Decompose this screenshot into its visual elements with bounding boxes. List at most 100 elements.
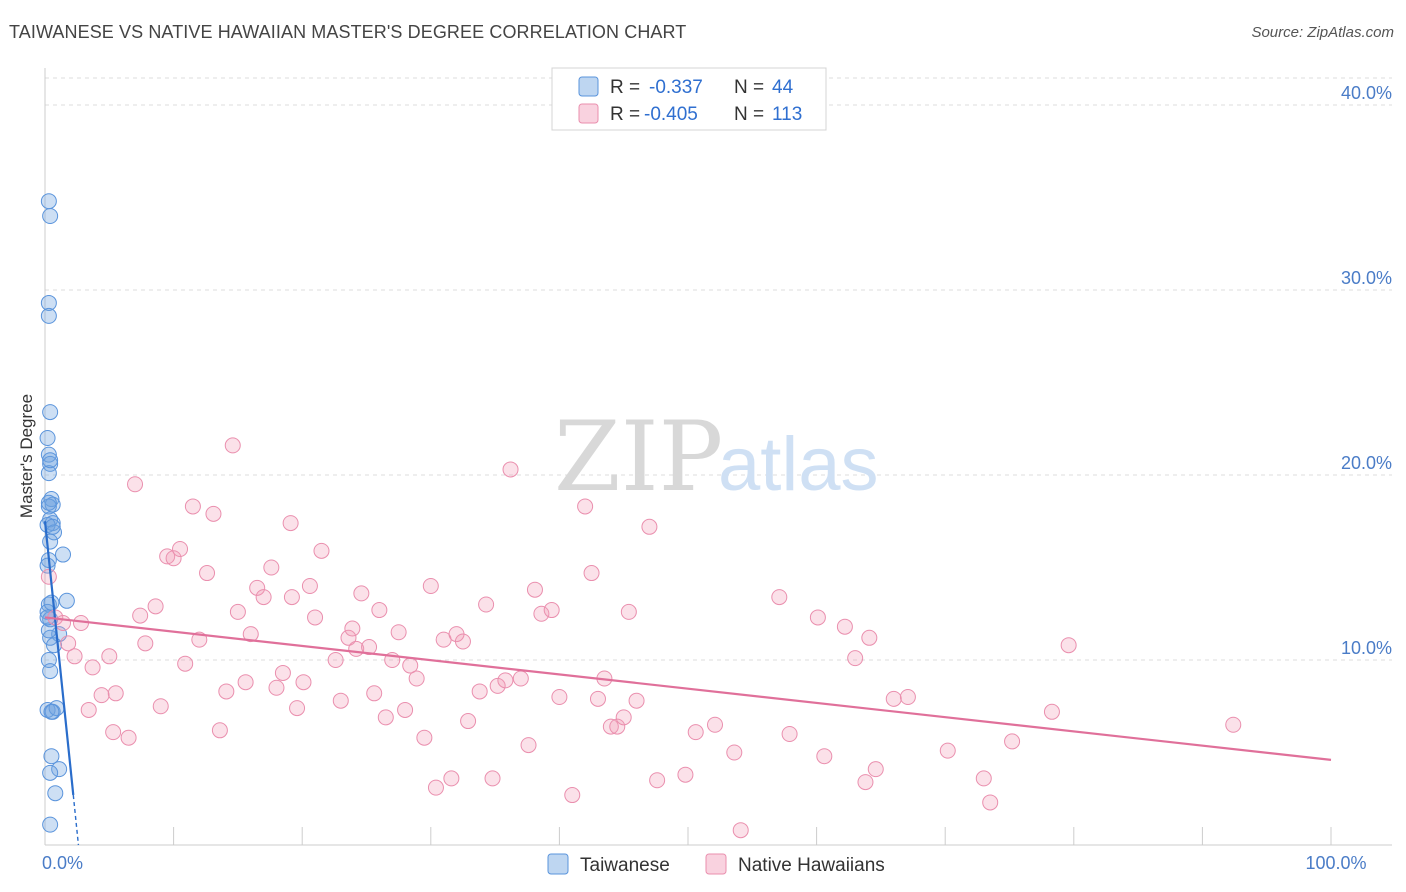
taiwanese-point-42 xyxy=(40,494,57,511)
native-hawaiian-point-81 xyxy=(583,565,600,582)
native-hawaiian-point-56 xyxy=(397,701,414,718)
native-hawaiian-point-52 xyxy=(371,602,388,619)
native-hawaiian-point-34 xyxy=(263,559,280,576)
taiwanese-point-35 xyxy=(47,785,64,802)
native-hawaiian-point-11 xyxy=(105,724,122,741)
y-tick-label-0: 10.0% xyxy=(1341,638,1392,658)
taiwanese-point-37 xyxy=(43,703,60,720)
legend-swatch-taiwanese xyxy=(578,76,599,97)
taiwanese-point-16 xyxy=(42,533,59,550)
taiwanese-point-32 xyxy=(43,748,60,765)
native-hawaiian-point-91 xyxy=(677,766,694,783)
taiwanese-point-1 xyxy=(42,208,59,224)
native-hawaiian-point-106 xyxy=(899,689,916,705)
taiwanese-point-20 xyxy=(58,592,75,609)
taiwanese-point-4 xyxy=(42,404,59,421)
native-hawaiian-point-61 xyxy=(427,779,444,796)
native-hawaiian-point-27 xyxy=(218,683,235,700)
native-hawaiian-point-36 xyxy=(274,664,291,681)
taiwanese-point-17 xyxy=(55,546,72,563)
legend-n-value-taiwanese: 44 xyxy=(772,77,794,98)
native-hawaiian-point-67 xyxy=(471,683,488,700)
native-hawaiian-point-74 xyxy=(520,737,537,754)
taiwanese-point-3 xyxy=(40,307,57,324)
native-hawaiian-point-108 xyxy=(975,770,992,787)
native-hawaiian-point-78 xyxy=(551,689,568,705)
native-hawaiian-point-38 xyxy=(283,589,300,606)
taiwanese-trend-extension xyxy=(72,794,80,846)
source-credit: Source: ZipAtlas.com xyxy=(1251,24,1394,41)
native-hawaiian-point-40 xyxy=(295,674,312,691)
y-tick-label-3: 40.0% xyxy=(1341,83,1392,103)
legend-swatch-native-hawaiians xyxy=(578,103,599,124)
native-hawaiian-point-80 xyxy=(577,498,594,515)
native-hawaiian-point-59 xyxy=(416,729,433,746)
native-hawaiian-point-35 xyxy=(268,679,285,696)
native-hawaiian-point-37 xyxy=(282,515,299,532)
native-hawaiian-point-49 xyxy=(353,585,370,602)
tick-labels: 10.0% 20.0% 30.0% 40.0% 0.0% 100.0% xyxy=(42,83,1392,873)
native-hawaiian-points xyxy=(40,437,1242,839)
native-hawaiian-point-90 xyxy=(649,772,666,789)
native-hawaiian-point-29 xyxy=(229,603,246,620)
legend-r-label-taiwanese: R = xyxy=(610,77,640,98)
native-hawaiian-point-109 xyxy=(982,794,999,811)
native-hawaiian-point-20 xyxy=(172,541,189,557)
native-hawaiian-point-31 xyxy=(242,626,259,643)
taiwanese-point-8 xyxy=(40,465,57,482)
y-tick-label-1: 20.0% xyxy=(1341,453,1392,473)
legend-r-value-taiwanese: -0.337 xyxy=(649,77,703,98)
taiwanese-point-11 xyxy=(40,498,57,515)
native-hawaiian-point-2 xyxy=(55,615,72,631)
native-hawaiian-point-18 xyxy=(159,548,176,565)
native-hawaiian-point-76 xyxy=(533,605,550,622)
native-hawaiian-point-85 xyxy=(609,718,626,735)
native-hawaiian-point-68 xyxy=(478,596,495,613)
native-hawaiian-point-104 xyxy=(867,761,884,778)
native-hawaiian-point-15 xyxy=(137,635,154,652)
native-hawaiian-point-22 xyxy=(184,498,201,515)
native-hawaiian-point-82 xyxy=(589,690,606,707)
native-hawaiian-point-88 xyxy=(628,692,645,709)
native-hawaiian-point-32 xyxy=(249,579,266,596)
native-hawaiian-point-113 xyxy=(1225,716,1242,733)
taiwanese-point-41 xyxy=(43,594,60,611)
grid-lines xyxy=(45,77,1392,661)
native-hawaiian-point-72 xyxy=(502,461,519,478)
native-hawaiian-point-24 xyxy=(199,565,216,582)
native-hawaiian-point-12 xyxy=(120,729,137,746)
x-tick-label-1: 100.0% xyxy=(1305,853,1366,873)
native-hawaiian-point-51 xyxy=(366,685,383,702)
native-hawaiian-point-84 xyxy=(602,718,619,735)
taiwanese-point-28 xyxy=(42,663,59,680)
series-legend-label-native-hawaiians: Native Hawaiians xyxy=(738,855,885,876)
native-hawaiian-point-69 xyxy=(484,770,501,787)
native-hawaiian-point-44 xyxy=(327,652,344,668)
native-hawaiian-point-17 xyxy=(152,698,169,715)
native-hawaiian-point-99 xyxy=(816,748,833,765)
legend-r-value-native-hawaiians: -0.405 xyxy=(644,104,698,125)
native-hawaiian-point-30 xyxy=(237,674,254,691)
native-hawaiian-point-101 xyxy=(847,650,864,667)
taiwanese-point-43 xyxy=(42,452,59,469)
native-hawaiian-point-73 xyxy=(512,670,529,687)
correlation-legend: R = -0.337 N = 44 R = -0.405 N = 113 xyxy=(551,67,827,131)
native-hawaiian-point-53 xyxy=(377,709,394,726)
taiwanese-point-0 xyxy=(40,193,57,210)
series-legend: Taiwanese Native Hawaiians xyxy=(547,853,885,876)
native-hawaiian-point-58 xyxy=(408,670,425,687)
native-hawaiian-point-66 xyxy=(460,713,477,730)
trend-lines xyxy=(43,521,1332,846)
native-hawaiian-point-92 xyxy=(687,724,704,741)
taiwanese-point-39 xyxy=(44,518,61,535)
native-hawaiian-point-93 xyxy=(707,716,724,733)
native-hawaiian-point-87 xyxy=(620,603,637,620)
native-hawaiian-point-41 xyxy=(301,578,318,594)
native-hawaiian-point-71 xyxy=(497,672,514,689)
taiwanese-point-36 xyxy=(42,816,59,833)
watermark-atlas: atlas xyxy=(718,422,879,507)
chart-title: TAIWANESE VS NATIVE HAWAIIAN MASTER'S DE… xyxy=(9,22,687,42)
native-hawaiian-point-65 xyxy=(454,633,471,650)
native-hawaiian-trend-line xyxy=(44,616,1332,761)
native-hawaiian-point-28 xyxy=(224,437,241,454)
